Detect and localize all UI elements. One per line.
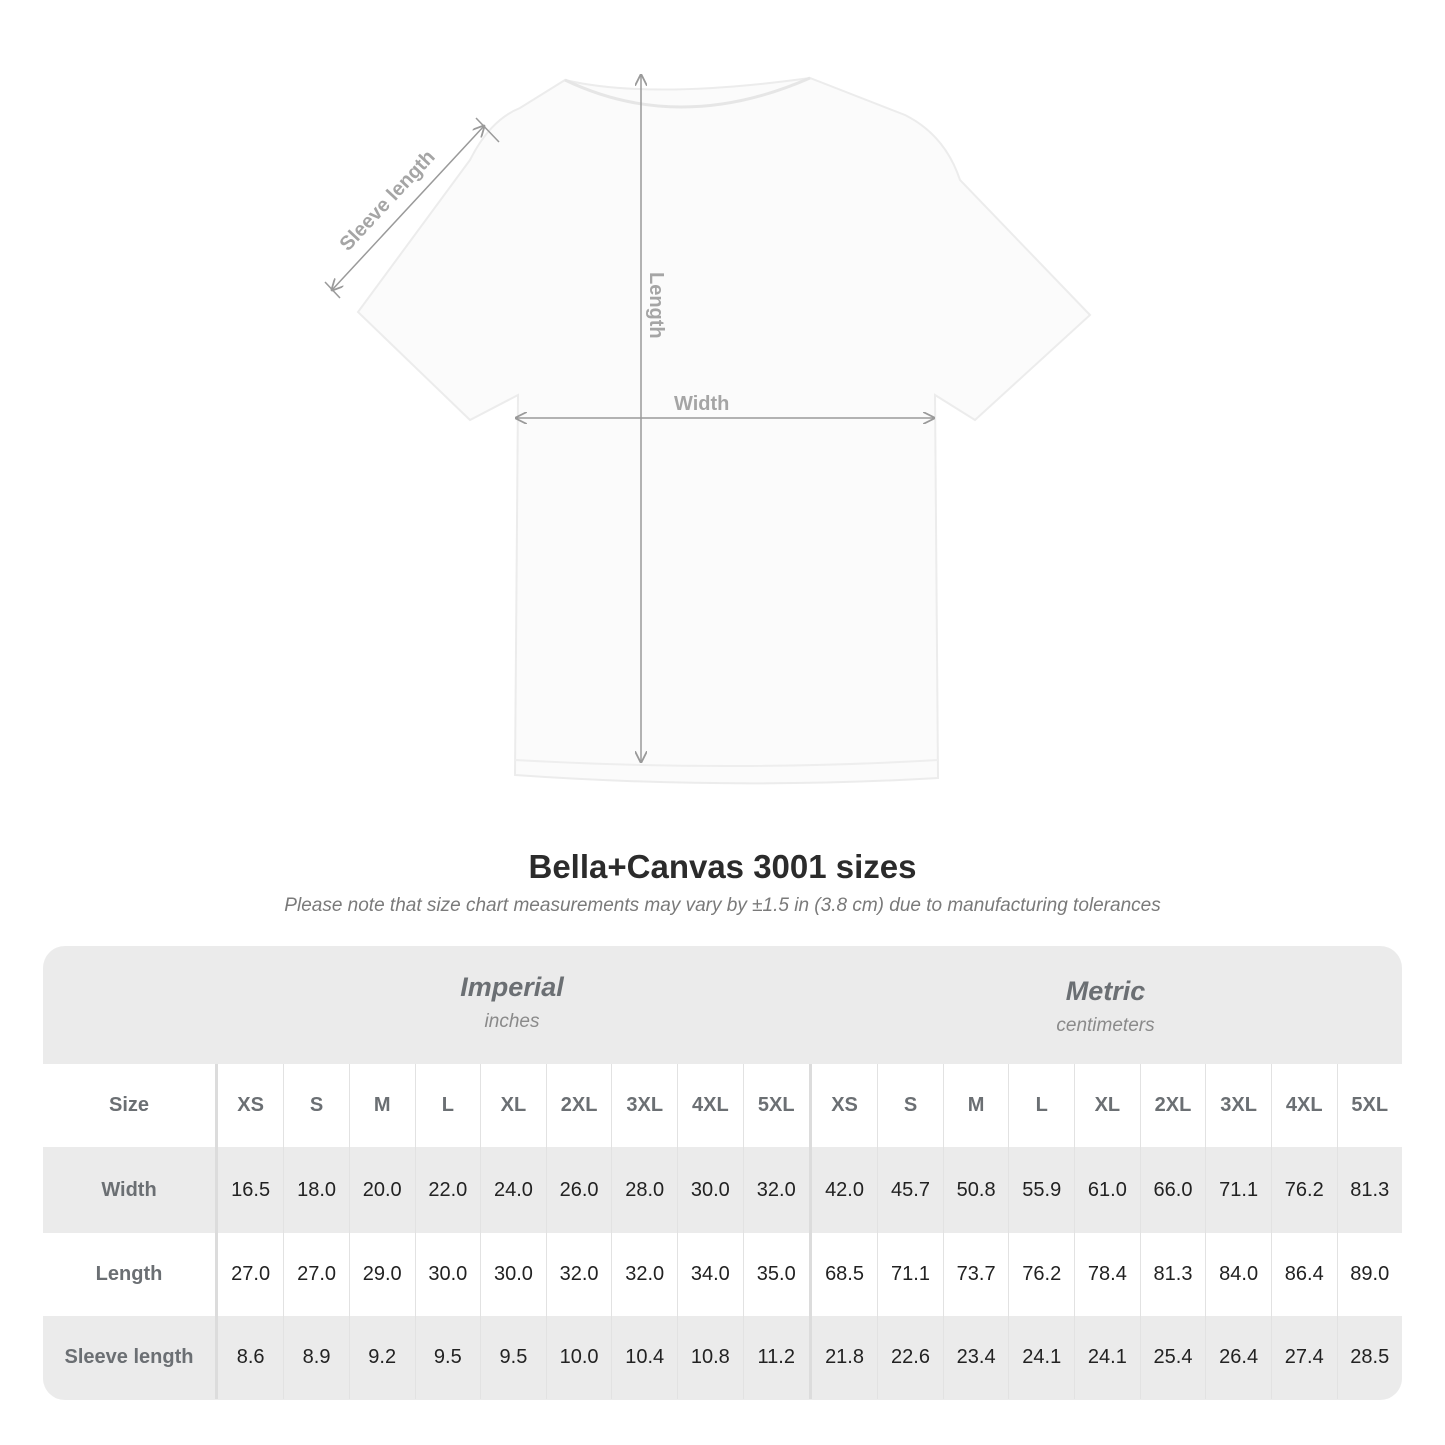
table-cell: 55.9 xyxy=(1008,1147,1075,1233)
page-title: Bella+Canvas 3001 sizes xyxy=(528,848,917,885)
table-cell: S xyxy=(283,1064,350,1147)
table-cell: 50.8 xyxy=(942,1147,1009,1233)
tshirt-shape xyxy=(356,76,1092,785)
table-cell: L xyxy=(1008,1064,1075,1147)
row-label: Size xyxy=(43,1064,218,1147)
imperial-header: Imperial inches xyxy=(215,972,809,1033)
size-chart: Imperial inches Metric centimeters Size X… xyxy=(43,946,1402,1400)
table-cell: 84.0 xyxy=(1205,1233,1272,1316)
metric-unit: centimeters xyxy=(1056,1015,1155,1036)
tshirt-diagram: Sleeve length Length Width xyxy=(324,0,1092,785)
table-row: Width 16.5 18.0 20.0 22.0 24.0 26.0 28.0 30.0 32.… xyxy=(43,1147,1402,1233)
table-cell: 28.0 xyxy=(611,1147,678,1233)
table-cell: 27.0 xyxy=(215,1233,284,1316)
table-cell: 76.2 xyxy=(1008,1233,1075,1316)
table-cell: 78.4 xyxy=(1074,1233,1141,1316)
table-cell: 8.9 xyxy=(283,1316,350,1399)
table-cell: 22.6 xyxy=(877,1316,944,1399)
table-cell: S xyxy=(877,1064,944,1147)
tolerance-note: Please note that size chart measurements… xyxy=(284,895,1161,916)
table-cell: 45.7 xyxy=(877,1147,944,1233)
table-cell: 26.4 xyxy=(1205,1316,1272,1399)
table-cell: 27.0 xyxy=(283,1233,350,1316)
row-label: Width xyxy=(43,1147,218,1233)
table-cell: 27.4 xyxy=(1270,1316,1338,1399)
table-cell: 86.4 xyxy=(1270,1233,1338,1316)
table-cell: 24.0 xyxy=(480,1147,547,1233)
table-cell: 71.1 xyxy=(877,1233,944,1316)
table-cell: 10.8 xyxy=(677,1316,744,1399)
metric-heading: Metric xyxy=(1065,976,1146,1006)
length-label: Length xyxy=(645,272,667,339)
table-cell: 42.0 xyxy=(808,1147,878,1233)
metric-header: Metric centimeters xyxy=(809,976,1402,1037)
table-cell: 81.3 xyxy=(1336,1147,1402,1233)
table-cell: 9.5 xyxy=(480,1316,547,1399)
table-cell: 11.2 xyxy=(742,1316,811,1399)
table-cell: 18.0 xyxy=(283,1147,350,1233)
table-cell: 61.0 xyxy=(1074,1147,1141,1233)
table-cell: M xyxy=(348,1064,416,1147)
table-cell: 9.5 xyxy=(414,1316,481,1399)
table-cell: 2XL xyxy=(1139,1064,1206,1147)
table-cell: XS xyxy=(808,1064,878,1147)
table-cell: 30.0 xyxy=(677,1147,744,1233)
row-label: Sleeve length xyxy=(43,1316,218,1399)
table-cell: 29.0 xyxy=(348,1233,416,1316)
imperial-heading: Imperial xyxy=(460,972,564,1002)
table-cell: 5XL xyxy=(1336,1064,1402,1147)
table-cell: 16.5 xyxy=(215,1147,284,1233)
table-cell: 4XL xyxy=(1270,1064,1338,1147)
table-cell: 28.5 xyxy=(1336,1316,1402,1399)
size-table: Size XS S M L XL 2XL 3XL 4XL 5XL XS S M L XL 2XL 3XL 4XL 5… xyxy=(43,1064,1402,1399)
table-cell: 34.0 xyxy=(677,1233,744,1316)
table-cell: 5XL xyxy=(742,1064,811,1147)
table-cell: 32.0 xyxy=(611,1233,678,1316)
table-cell: 32.0 xyxy=(545,1233,612,1316)
table-cell: 10.4 xyxy=(611,1316,678,1399)
table-cell: 8.6 xyxy=(215,1316,284,1399)
table-cell: 9.2 xyxy=(348,1316,416,1399)
table-cell: 71.1 xyxy=(1205,1147,1272,1233)
table-cell: 73.7 xyxy=(942,1233,1009,1316)
table-row: Sleeve length 8.6 8.9 9.2 9.5 9.5 10.0 10.4 10.8… xyxy=(43,1316,1402,1399)
header-row: Size XS S M L XL 2XL 3XL 4XL 5XL XS S M L XL 2XL 3XL 4XL 5… xyxy=(43,1064,1402,1147)
table-cell: 4XL xyxy=(677,1064,744,1147)
table-cell: 3XL xyxy=(611,1064,678,1147)
table-cell: 2XL xyxy=(545,1064,612,1147)
table-cell: 26.0 xyxy=(545,1147,612,1233)
table-cell: XL xyxy=(480,1064,547,1147)
table-cell: 76.2 xyxy=(1270,1147,1338,1233)
table-cell: 20.0 xyxy=(348,1147,416,1233)
table-cell: 24.1 xyxy=(1008,1316,1075,1399)
table-cell: M xyxy=(942,1064,1009,1147)
imperial-unit: inches xyxy=(484,1011,540,1032)
table-cell: XL xyxy=(1074,1064,1141,1147)
table-cell: 35.0 xyxy=(742,1233,811,1316)
table-cell: L xyxy=(414,1064,481,1147)
table-cell: 24.1 xyxy=(1074,1316,1141,1399)
table-cell: 21.8 xyxy=(808,1316,878,1399)
table-cell: 68.5 xyxy=(808,1233,878,1316)
table-cell: XS xyxy=(215,1064,284,1147)
sleeve-arrow xyxy=(332,126,484,290)
table-cell: 30.0 xyxy=(414,1233,481,1316)
table-cell: 3XL xyxy=(1205,1064,1272,1147)
table-cell: 23.4 xyxy=(942,1316,1009,1399)
row-label: Length xyxy=(43,1233,218,1316)
table-cell: 10.0 xyxy=(545,1316,612,1399)
table-cell: 66.0 xyxy=(1139,1147,1206,1233)
table-cell: 25.4 xyxy=(1139,1316,1206,1399)
table-cell: 30.0 xyxy=(480,1233,547,1316)
table-cell: 22.0 xyxy=(414,1147,481,1233)
width-label: Width xyxy=(674,393,729,415)
table-cell: 32.0 xyxy=(742,1147,811,1233)
table-row: Length 27.0 27.0 29.0 30.0 30.0 32.0 32.0 34.0 35… xyxy=(43,1233,1402,1316)
table-cell: 89.0 xyxy=(1336,1233,1402,1316)
table-cell: 81.3 xyxy=(1139,1233,1206,1316)
